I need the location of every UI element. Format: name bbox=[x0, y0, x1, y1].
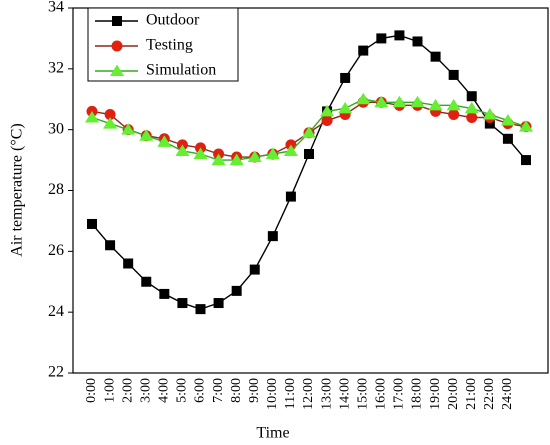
marker bbox=[304, 149, 314, 159]
x-tick-label: 13:00 bbox=[319, 378, 334, 410]
marker bbox=[338, 101, 353, 114]
legend-marker bbox=[111, 40, 123, 52]
x-tick-label: 12:00 bbox=[301, 378, 316, 410]
marker bbox=[428, 98, 443, 111]
marker bbox=[466, 91, 477, 102]
marker bbox=[123, 258, 134, 269]
y-tick-label: 28 bbox=[48, 181, 64, 198]
marker bbox=[177, 298, 188, 309]
marker bbox=[104, 108, 116, 120]
marker bbox=[87, 218, 97, 229]
x-tick-label: 15:00 bbox=[355, 378, 370, 410]
legend-label: Testing bbox=[146, 37, 193, 54]
marker bbox=[340, 72, 351, 83]
x-tick-label: 17:00 bbox=[392, 378, 407, 410]
marker bbox=[448, 108, 460, 120]
marker bbox=[267, 231, 278, 242]
y-tick-label: 26 bbox=[48, 242, 64, 259]
marker bbox=[249, 264, 260, 275]
y-tick-label: 32 bbox=[48, 60, 64, 77]
x-tick-label: 19:00 bbox=[428, 378, 443, 410]
marker bbox=[356, 92, 371, 105]
marker bbox=[211, 153, 226, 166]
x-tick-label: 10:00 bbox=[265, 378, 280, 410]
x-tick-label: 24:00 bbox=[500, 378, 515, 410]
y-tick-label: 30 bbox=[48, 120, 64, 137]
marker bbox=[464, 101, 479, 114]
x-tick-label: 3:00 bbox=[138, 378, 153, 403]
y-axis-label: Air temperature (°C) bbox=[9, 123, 26, 256]
x-tick-label: 5:00 bbox=[175, 378, 190, 403]
marker bbox=[265, 147, 280, 159]
legend-label: Outdoor bbox=[146, 12, 200, 29]
x-tick-label: 14:00 bbox=[337, 378, 352, 410]
x-tick-label: 21:00 bbox=[464, 378, 479, 410]
marker bbox=[446, 98, 461, 111]
marker bbox=[85, 111, 99, 123]
x-tick-label: 2:00 bbox=[120, 378, 135, 403]
y-tick-label: 22 bbox=[48, 364, 64, 381]
x-tick-label: 9:00 bbox=[247, 378, 262, 403]
marker bbox=[521, 155, 531, 166]
x-tick-label: 1:00 bbox=[102, 378, 117, 403]
marker bbox=[430, 51, 441, 62]
x-axis-label: Time bbox=[256, 425, 289, 442]
marker bbox=[139, 129, 154, 141]
marker bbox=[412, 36, 423, 47]
x-tick-label: 8:00 bbox=[229, 378, 244, 403]
marker bbox=[105, 240, 116, 251]
marker bbox=[302, 126, 316, 138]
marker bbox=[466, 112, 478, 123]
marker bbox=[213, 298, 224, 309]
marker bbox=[159, 288, 170, 299]
x-tick-label: 4:00 bbox=[157, 378, 172, 403]
marker bbox=[103, 117, 118, 129]
marker bbox=[320, 104, 335, 117]
x-tick-label: 18:00 bbox=[410, 378, 425, 410]
y-tick-label: 34 bbox=[48, 0, 64, 16]
marker bbox=[358, 45, 369, 56]
marker bbox=[121, 123, 136, 135]
marker bbox=[410, 95, 425, 108]
x-tick-label: 0:00 bbox=[84, 378, 99, 403]
marker bbox=[392, 95, 407, 108]
marker bbox=[157, 135, 172, 147]
legend-marker bbox=[112, 16, 122, 26]
marker bbox=[247, 150, 262, 163]
legend-marker bbox=[110, 64, 124, 76]
marker bbox=[285, 191, 296, 202]
marker bbox=[193, 147, 208, 159]
marker bbox=[500, 114, 515, 126]
marker bbox=[482, 107, 497, 120]
x-tick-label: 6:00 bbox=[193, 378, 208, 403]
legend-label: Simulation bbox=[146, 62, 216, 79]
x-tick-label: 7:00 bbox=[211, 378, 226, 403]
x-tick-label: 20:00 bbox=[446, 378, 461, 410]
x-tick-label: 22:00 bbox=[482, 378, 497, 410]
marker bbox=[519, 120, 533, 132]
x-tick-label: 11:00 bbox=[283, 378, 298, 409]
marker bbox=[195, 304, 206, 315]
marker bbox=[321, 115, 333, 127]
marker bbox=[448, 69, 459, 80]
marker bbox=[376, 33, 387, 44]
marker bbox=[502, 133, 513, 144]
marker bbox=[283, 144, 298, 156]
marker bbox=[484, 118, 495, 129]
x-tick-label: 16:00 bbox=[374, 378, 389, 410]
marker bbox=[141, 276, 152, 287]
marker bbox=[394, 30, 405, 41]
marker bbox=[374, 95, 389, 108]
marker bbox=[231, 285, 242, 296]
marker bbox=[229, 153, 244, 166]
y-tick-label: 24 bbox=[48, 303, 64, 320]
marker bbox=[175, 144, 190, 156]
